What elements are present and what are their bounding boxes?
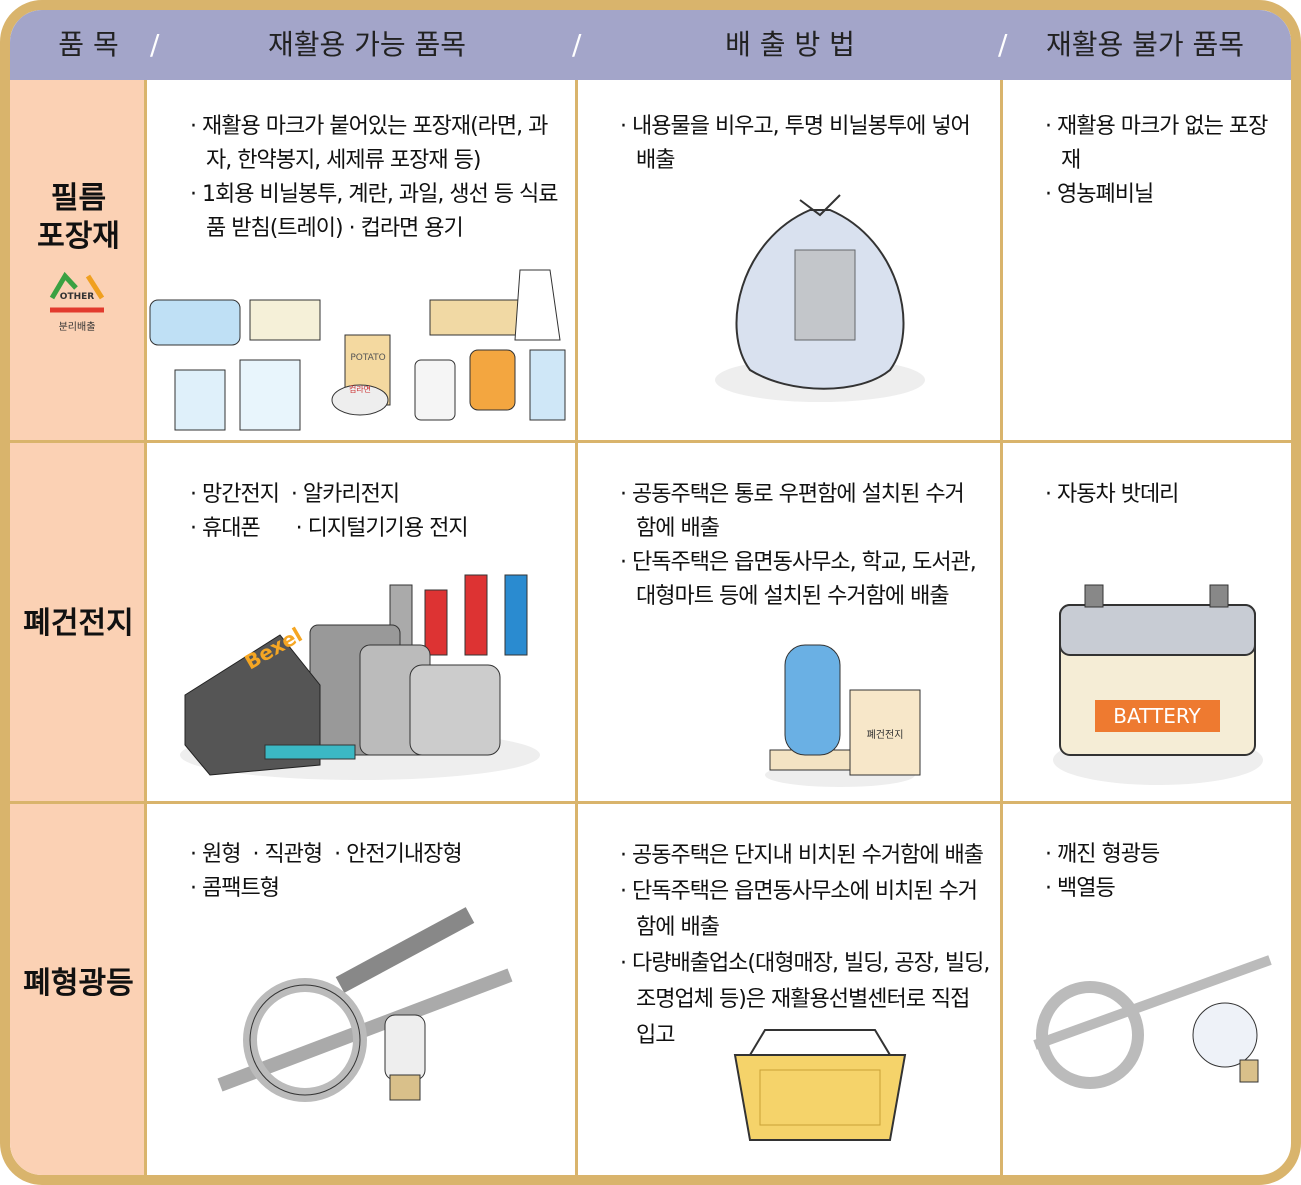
- divider: [10, 801, 1291, 804]
- badge-caption: 분리배출: [59, 321, 96, 333]
- header-cell: 배 출 방 법: [725, 28, 855, 61]
- non-recyclable: · 자동차 밧데리: [1045, 478, 1280, 512]
- item: · 다량배출업소(대형매장, 빌딩, 공장, 빌딩, 조명업체 등)은 재활용선…: [620, 951, 990, 1048]
- category: 필름 포장재: [10, 180, 147, 256]
- lamp-illustration: [217, 907, 513, 1102]
- item: · 휴대폰 · 디지털기기용 전지: [190, 516, 469, 541]
- basket-illustration: [733, 1029, 907, 1141]
- method: · 내용물을 비우고, 투명 비닐봉투에 넣어 배출: [620, 110, 980, 178]
- recyclable: · 망간전지 · 알카리전지 · 휴대폰 · 디지털기기용 전지: [190, 478, 560, 546]
- non-recyclable: · 깨진 형광등 · 백열등: [1045, 838, 1280, 906]
- collection-box-illustration: 폐건전지: [765, 644, 921, 787]
- bag-illustration: [715, 194, 925, 402]
- category: 폐건전지: [10, 605, 147, 643]
- category: 폐형광등: [10, 965, 147, 1003]
- item: · 단독주택은 읍면동사무소에 비치된 수거함에 배출: [620, 879, 978, 940]
- category-column: [10, 80, 147, 1175]
- item: · 재활용 마크가 없는 포장재: [1045, 114, 1268, 173]
- item: · 영농폐비닐: [1045, 182, 1154, 207]
- item: · 공동주택은 단지내 비치된 수거함에 배출: [620, 843, 984, 868]
- divider: [575, 80, 578, 1175]
- method: · 공동주택은 단지내 비치된 수거함에 배출 · 단독주택은 읍면동사무소에 …: [620, 838, 990, 1054]
- header-cell: 품 목: [58, 28, 119, 61]
- method: · 공동주택은 통로 우편함에 설치된 수거함에 배출 · 단독주택은 읍면동사…: [620, 478, 980, 614]
- broken-lamp-illustration: [1033, 955, 1272, 1089]
- other-badge: OTHER 분리배출: [49, 271, 105, 333]
- item: · 자동차 밧데리: [1045, 482, 1179, 507]
- illustration-text: POTATO: [350, 353, 385, 363]
- recyclable: · 원형 · 직관형 · 안전기내장형 · 콤팩트형: [190, 838, 560, 906]
- item: · 공동주택은 통로 우편함에 설치된 수거함에 배출: [620, 482, 965, 541]
- divider: [1000, 80, 1003, 1175]
- category-line: 포장재: [37, 219, 120, 254]
- illustration-text: 컵라면: [349, 384, 371, 394]
- separator: /: [998, 28, 1008, 61]
- header-cell: 재활용 불가 품목: [1045, 28, 1245, 61]
- item: · 깨진 형광등: [1045, 842, 1160, 867]
- car-battery-illustration: BATTERY: [1053, 584, 1263, 785]
- item: · 재활용 마크가 붙어있는 포장재(라면, 과자, 한약봉지, 세제류 포장재…: [190, 114, 548, 173]
- item: · 백열등: [1045, 876, 1116, 901]
- item: · 내용물을 비우고, 투명 비닐봉투에 넣어 배출: [620, 114, 971, 173]
- item: · 단독주택은 읍면동사무소, 학교, 도서관, 대형마트 등에 설치된 수거함…: [620, 550, 977, 609]
- badge-label: OTHER: [60, 292, 94, 302]
- category-line: 폐건전지: [23, 606, 134, 641]
- item: · 원형 · 직관형 · 안전기내장형: [190, 842, 463, 867]
- item: · 망간전지 · 알카리전지: [190, 482, 400, 507]
- recyclable: · 재활용 마크가 붙어있는 포장재(라면, 과자, 한약봉지, 세제류 포장재…: [190, 110, 560, 246]
- header: 품 목 / 재활용 가능 품목 / 배 출 방 법 / 재활용 불가 품목: [10, 10, 1291, 80]
- category-line: 폐형광등: [23, 966, 134, 1001]
- packaging-illustration: POTATO 컵라면: [149, 269, 566, 431]
- item: · 콤팩트형: [190, 876, 280, 901]
- non-recyclable: · 재활용 마크가 없는 포장재 · 영농폐비닐: [1045, 110, 1280, 212]
- illustration-text: BATTERY: [1113, 704, 1201, 728]
- battery-illustration: Bexel: [180, 574, 540, 780]
- separator: /: [572, 28, 582, 61]
- separator: /: [150, 28, 160, 61]
- category-line: 필름: [50, 181, 107, 216]
- illustration-text: 폐건전지: [867, 729, 904, 741]
- header-cell: 재활용 가능 품목: [267, 28, 467, 61]
- divider: [144, 80, 147, 1175]
- item: · 1회용 비닐봉투, 계란, 과일, 생선 등 식료품 받침(트레이) · 컵…: [190, 182, 559, 241]
- divider: [10, 440, 1291, 443]
